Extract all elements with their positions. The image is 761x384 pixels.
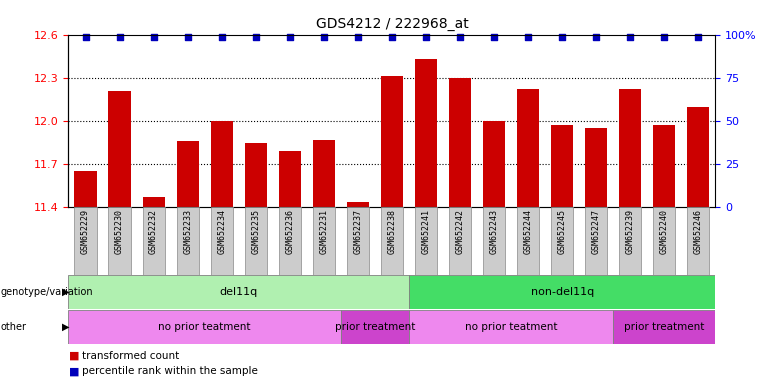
Text: GSM652229: GSM652229 — [81, 209, 90, 254]
Text: GSM652241: GSM652241 — [422, 209, 431, 254]
Bar — [449, 78, 471, 207]
Point — [454, 34, 466, 40]
Bar — [483, 207, 505, 275]
Text: GSM652243: GSM652243 — [489, 209, 498, 254]
Text: GSM652245: GSM652245 — [558, 209, 567, 254]
Bar — [245, 207, 267, 275]
Point — [556, 34, 568, 40]
Bar — [142, 207, 164, 275]
Text: ■: ■ — [68, 351, 79, 361]
Bar — [585, 207, 607, 275]
Text: GSM652235: GSM652235 — [251, 209, 260, 254]
Bar — [347, 202, 369, 207]
Bar — [483, 121, 505, 207]
Bar — [68, 275, 409, 309]
Text: GSM652232: GSM652232 — [149, 209, 158, 254]
Text: other: other — [1, 322, 27, 332]
Text: genotype/variation: genotype/variation — [1, 287, 94, 297]
Bar — [517, 207, 539, 275]
Bar — [415, 59, 437, 207]
Bar — [279, 207, 301, 275]
Bar — [585, 128, 607, 207]
Text: ▶: ▶ — [62, 287, 70, 297]
Bar — [211, 207, 233, 275]
Point — [352, 34, 364, 40]
Bar — [341, 310, 409, 344]
Text: ▶: ▶ — [62, 322, 70, 332]
Bar — [177, 207, 199, 275]
Text: transformed count: transformed count — [82, 351, 180, 361]
Bar — [68, 310, 341, 344]
Text: no prior teatment: no prior teatment — [465, 322, 557, 332]
Bar — [517, 89, 539, 207]
Text: GSM652244: GSM652244 — [524, 209, 533, 254]
Text: GSM652242: GSM652242 — [456, 209, 464, 254]
Text: non-del11q: non-del11q — [530, 287, 594, 297]
Bar — [313, 140, 335, 207]
Point — [79, 34, 91, 40]
Text: GSM652247: GSM652247 — [592, 209, 600, 254]
Bar — [380, 207, 403, 275]
Text: GSM652234: GSM652234 — [217, 209, 226, 254]
Point — [182, 34, 194, 40]
Point — [488, 34, 500, 40]
Text: GSM652236: GSM652236 — [285, 209, 295, 254]
Bar — [613, 310, 715, 344]
Point — [318, 34, 330, 40]
Text: no prior teatment: no prior teatment — [158, 322, 251, 332]
Point — [420, 34, 432, 40]
Point — [590, 34, 602, 40]
Bar — [380, 76, 403, 207]
Bar — [653, 207, 675, 275]
Bar — [347, 207, 369, 275]
Text: GSM652233: GSM652233 — [183, 209, 192, 254]
Bar — [415, 207, 437, 275]
Bar — [409, 275, 715, 309]
Bar — [177, 141, 199, 207]
Text: GSM652246: GSM652246 — [694, 209, 703, 254]
Bar — [687, 207, 709, 275]
Bar — [619, 89, 642, 207]
Bar — [551, 125, 573, 207]
Bar — [551, 207, 573, 275]
Text: GSM652239: GSM652239 — [626, 209, 635, 254]
Point — [624, 34, 636, 40]
Point — [386, 34, 398, 40]
Point — [693, 34, 705, 40]
Point — [522, 34, 534, 40]
Bar — [142, 197, 164, 207]
Bar — [313, 207, 335, 275]
Bar — [687, 106, 709, 207]
Text: GSM652240: GSM652240 — [660, 209, 669, 254]
Text: del11q: del11q — [220, 287, 258, 297]
Text: ■: ■ — [68, 366, 79, 376]
Text: prior treatment: prior treatment — [624, 322, 705, 332]
Text: GSM652230: GSM652230 — [115, 209, 124, 254]
Text: prior treatment: prior treatment — [335, 322, 415, 332]
Bar — [619, 207, 642, 275]
Bar — [409, 310, 613, 344]
Point — [250, 34, 262, 40]
Bar — [75, 171, 97, 207]
Text: GSM652237: GSM652237 — [353, 209, 362, 254]
Text: GSM652231: GSM652231 — [320, 209, 328, 254]
Point — [215, 34, 228, 40]
Title: GDS4212 / 222968_at: GDS4212 / 222968_at — [316, 17, 468, 31]
Point — [658, 34, 670, 40]
Text: percentile rank within the sample: percentile rank within the sample — [82, 366, 258, 376]
Point — [284, 34, 296, 40]
Bar — [109, 207, 131, 275]
Bar — [449, 207, 471, 275]
Point — [148, 34, 160, 40]
Point — [113, 34, 126, 40]
Bar — [109, 91, 131, 207]
Text: GSM652238: GSM652238 — [387, 209, 396, 254]
Bar — [279, 151, 301, 207]
Bar — [75, 207, 97, 275]
Bar — [211, 121, 233, 207]
Bar — [245, 142, 267, 207]
Bar — [653, 125, 675, 207]
